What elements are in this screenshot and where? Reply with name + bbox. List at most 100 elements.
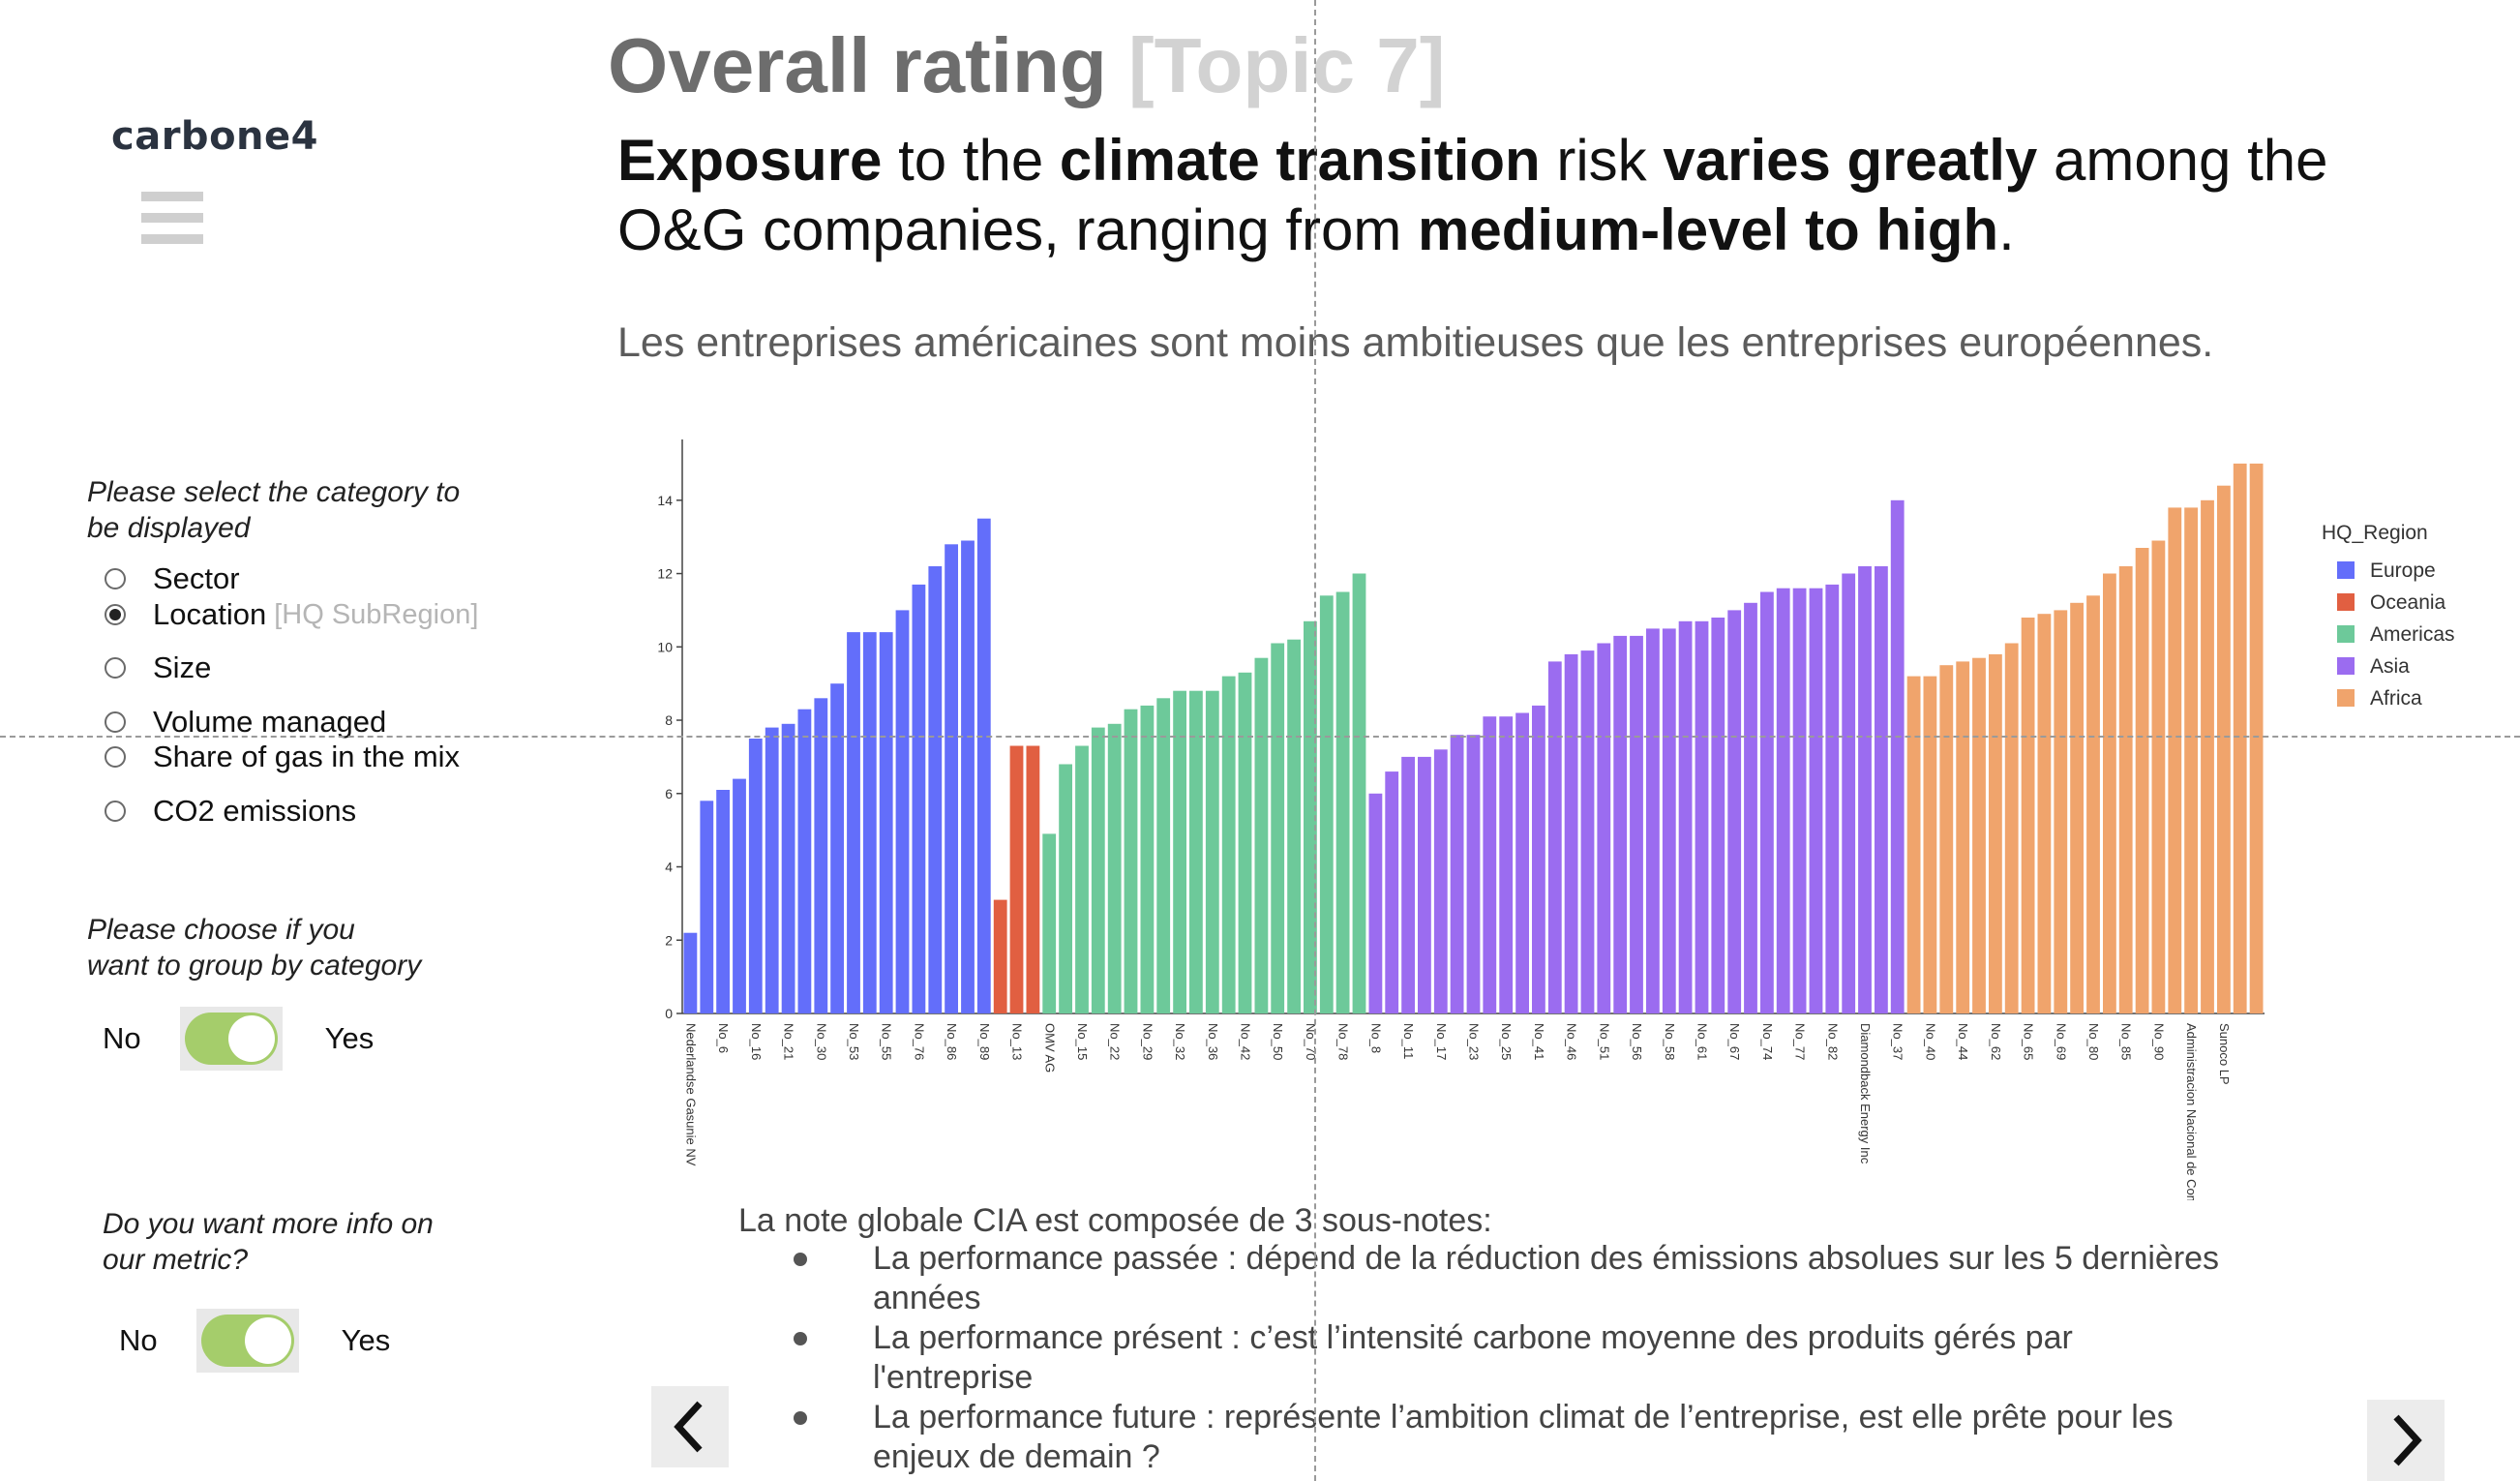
legend-swatch	[2337, 657, 2355, 675]
bullet-line: La performance passée : dépend de la réd…	[873, 1240, 2220, 1277]
chart-bar	[2004, 643, 2019, 1013]
radio-button[interactable]	[105, 604, 126, 625]
chart-bar	[1923, 676, 1937, 1013]
chart-bar	[1466, 735, 1481, 1013]
hamburger-menu-icon[interactable]	[141, 192, 203, 248]
x-tick-label: No_40	[1924, 1023, 1938, 1060]
category-option-volume-managed[interactable]: Volume managed	[105, 705, 386, 740]
chevron-left-icon	[674, 1401, 703, 1453]
option-label: Sector	[153, 561, 240, 595]
chart-bar	[1368, 793, 1383, 1013]
headline-part: to the	[882, 128, 1060, 193]
chart-bar	[1744, 602, 1757, 1013]
chart-bar	[781, 723, 795, 1013]
x-tick-label: No_17	[1434, 1023, 1449, 1060]
y-tick-label: 4	[665, 860, 673, 875]
y-tick-label: 6	[665, 786, 673, 801]
option-label: Share of gas in the mix	[153, 740, 461, 773]
chart-bar	[928, 566, 943, 1013]
x-tick-label: No_77	[1793, 1023, 1808, 1060]
x-tick-label: No_55	[880, 1023, 894, 1060]
x-tick-label: Administracion Nacional de Combustibles …	[2184, 1023, 2199, 1200]
chart-bar	[1189, 690, 1203, 1013]
category-option-co2-emissions[interactable]: CO2 emissions	[105, 794, 356, 829]
chart-bar	[1304, 620, 1317, 1013]
chart-bar	[1042, 833, 1057, 1013]
chart-bar	[748, 739, 763, 1013]
info-yes-label: Yes	[341, 1323, 391, 1357]
prev-slide-button[interactable]	[651, 1386, 729, 1467]
x-tick-label: No_67	[1727, 1023, 1742, 1060]
chart-bar	[2037, 614, 2052, 1013]
x-tick-label: No_29	[1140, 1023, 1155, 1060]
chart-bar	[1842, 573, 1856, 1013]
title-text: Overall rating	[608, 22, 1107, 108]
chart-bar	[895, 610, 910, 1013]
radio-button[interactable]	[105, 568, 126, 589]
chart-bar	[1580, 650, 1595, 1013]
chart-bar	[1238, 672, 1252, 1013]
info-toggle[interactable]	[195, 1309, 299, 1373]
chart-bar	[1597, 643, 1611, 1013]
chart-bar	[1205, 690, 1219, 1013]
next-slide-button[interactable]	[2367, 1400, 2445, 1481]
chart-bar	[797, 709, 812, 1013]
option-label: Location	[153, 597, 267, 631]
headline-part: among the O&G companies, ranging from	[617, 128, 2328, 262]
legend-entry: Europe	[2370, 559, 2436, 582]
legend-title: HQ_Region	[2322, 522, 2428, 544]
metric-intro: La note globale CIA est composée de 3 so…	[738, 1202, 1492, 1239]
carbone4-logo: carbone4	[111, 114, 318, 159]
category-option-share-of-gas-in-the-mix[interactable]: Share of gas in the mix	[105, 740, 460, 774]
radio-button[interactable]	[105, 746, 126, 768]
x-tick-label: No_22	[1108, 1023, 1123, 1060]
radio-button[interactable]	[105, 657, 126, 679]
headline-part: .	[1998, 197, 2015, 262]
x-tick-label: No_13	[1010, 1023, 1025, 1060]
x-tick-label: No_50	[1271, 1023, 1285, 1060]
category-option-sector[interactable]: Sector	[105, 561, 240, 596]
group-prompt: Please choose if you want to group by ca…	[87, 914, 422, 982]
y-tick-label: 12	[657, 566, 673, 582]
x-tick-label: No_76	[912, 1023, 926, 1060]
category-option-size[interactable]: Size	[105, 650, 211, 685]
chart-bar	[814, 698, 828, 1013]
chart-bar	[1564, 653, 1578, 1013]
x-tick-label: No_15	[1075, 1023, 1090, 1060]
radio-button[interactable]	[105, 711, 126, 733]
y-tick-label: 14	[657, 493, 673, 508]
x-tick-label: No_8	[1368, 1023, 1383, 1053]
bullet-dot-icon	[794, 1411, 807, 1425]
group-toggle[interactable]	[179, 1007, 283, 1071]
chart-bar	[2086, 595, 2100, 1013]
x-tick-label: No_11	[1401, 1023, 1416, 1059]
info-prompt: Do you want more info on our metric?	[103, 1208, 434, 1276]
chart-bar	[1630, 635, 1643, 1013]
chart-bar	[912, 584, 926, 1013]
radio-button[interactable]	[105, 801, 126, 822]
category-option-location[interactable]: Location [HQ SubRegion]	[105, 597, 478, 632]
chart-bar	[2135, 548, 2149, 1013]
crosshair-vertical	[1314, 0, 1316, 1481]
chart-bar	[1809, 588, 1823, 1013]
x-tick-label: No_46	[1565, 1023, 1579, 1060]
x-tick-label: No_44	[1956, 1023, 1970, 1060]
bullet-dot-icon	[794, 1253, 807, 1266]
chart-bar	[1335, 591, 1350, 1013]
x-tick-label: No_51	[1597, 1023, 1611, 1060]
x-tick-label: No_62	[1989, 1023, 2003, 1060]
y-tick-label: 8	[665, 712, 673, 728]
chart-bar	[1727, 610, 1742, 1013]
chart-bar	[1140, 705, 1155, 1013]
metric-bullet: La performance présent : c’est l’intensi…	[794, 1318, 2226, 1398]
chart-bar	[1221, 676, 1236, 1013]
headline-part: varies greatly	[1663, 128, 2038, 193]
legend-entry: Oceania	[2370, 591, 2446, 614]
x-tick-label: No_89	[977, 1023, 992, 1060]
chart-bar	[1124, 709, 1138, 1013]
chart-bar	[1499, 716, 1514, 1013]
chart-bar	[716, 790, 730, 1013]
chart-bar	[862, 632, 877, 1013]
chart-bar	[1401, 756, 1415, 1013]
chart-bar	[993, 899, 1007, 1013]
